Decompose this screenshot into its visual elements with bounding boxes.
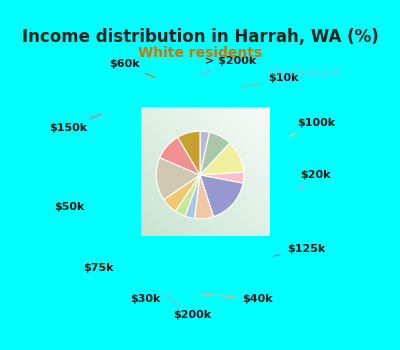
Wedge shape	[200, 172, 244, 183]
Text: $20k: $20k	[300, 170, 331, 189]
Text: $200k: $200k	[165, 294, 211, 320]
Wedge shape	[164, 175, 200, 211]
Text: $75k: $75k	[83, 264, 114, 273]
Text: City-Data.com: City-Data.com	[268, 67, 338, 77]
Wedge shape	[200, 143, 244, 175]
Wedge shape	[156, 158, 200, 199]
Wedge shape	[200, 175, 243, 217]
Wedge shape	[185, 175, 200, 218]
Text: White residents: White residents	[138, 46, 262, 60]
Text: $100k: $100k	[290, 119, 335, 136]
Text: $60k: $60k	[109, 59, 154, 77]
Wedge shape	[200, 132, 230, 175]
Text: $30k: $30k	[130, 286, 160, 304]
Text: > $200k: > $200k	[203, 56, 256, 74]
Text: $40k: $40k	[202, 294, 273, 304]
Wedge shape	[178, 131, 200, 175]
Wedge shape	[160, 137, 200, 175]
Text: $50k: $50k	[54, 195, 85, 212]
Wedge shape	[200, 131, 210, 175]
Wedge shape	[175, 175, 200, 216]
Text: $125k: $125k	[273, 244, 325, 256]
Text: $150k: $150k	[49, 114, 101, 133]
Text: Income distribution in Harrah, WA (%): Income distribution in Harrah, WA (%)	[22, 28, 378, 47]
Text: $10k: $10k	[242, 74, 299, 87]
Wedge shape	[194, 175, 214, 219]
